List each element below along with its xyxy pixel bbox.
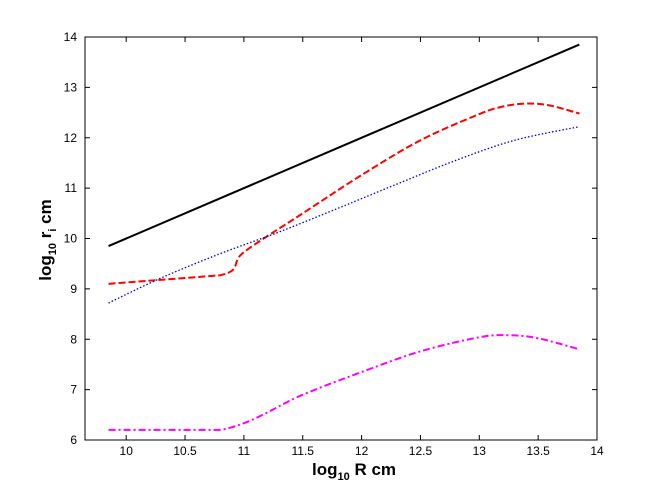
y-axis-label-sub2: i [47,229,59,232]
series-line-2 [108,102,580,285]
y-axis-label-rest: cm [36,199,55,228]
y-axis-label-mid: r [36,231,55,243]
y-tick-label: 14 [64,30,78,44]
series-line-3 [108,126,580,304]
y-tick-label: 9 [70,282,77,296]
x-tick-label: 10.5 [173,444,197,458]
y-tick-label: 13 [64,80,78,94]
x-tick-label: 11 [238,444,251,458]
series-line-4 [108,334,580,431]
x-axis-label: log10 R cm [312,460,396,483]
x-tick-label: 11.5 [292,444,315,458]
x-tick-label: 13 [473,444,487,458]
y-tick-label: 10 [64,232,78,246]
y-axis-label: log10 ri cm [36,199,59,280]
x-tick-label: 10 [120,444,134,458]
y-tick-label: 11 [65,181,78,195]
series-layer [108,43,580,431]
series-line-1 [108,43,580,247]
x-axis-label-base: log [312,460,338,479]
x-axis-label-rest: R cm [350,460,396,479]
x-tick-label: 14 [590,444,604,458]
y-axis-label-base: log [36,255,55,281]
x-tick-label: 12.5 [409,444,433,458]
x-axis-label-sub: 10 [337,471,349,483]
x-tick-label: 12 [355,444,369,458]
y-tick-label: 8 [70,332,77,346]
y-axis-label-sub: 10 [47,243,59,255]
y-tick-label: 7 [70,383,77,397]
y-tick-label: 6 [70,433,77,447]
x-tick-label: 13.5 [526,444,550,458]
y-tick-label: 12 [64,131,78,145]
tick-layer: 10 10.5 11 11.5 12 12.5 13 13.5 14 6 7 8 9 10 11 12 13 14 [64,30,604,458]
